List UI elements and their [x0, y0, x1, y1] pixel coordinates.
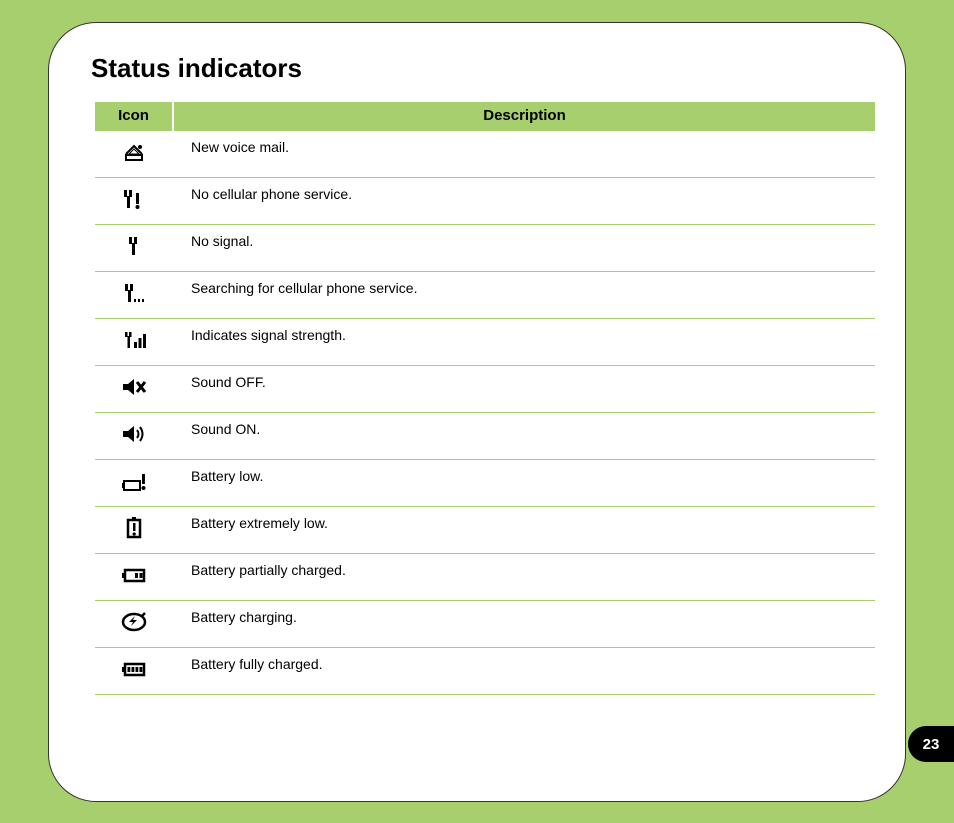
table-row: Searching for cellular phone service.: [95, 271, 875, 318]
voicemail-icon: [120, 140, 148, 164]
description-cell: Sound OFF.: [173, 365, 875, 412]
table-row: Sound ON.: [95, 412, 875, 459]
icon-cell: [95, 177, 173, 224]
description-cell: Sound ON.: [173, 412, 875, 459]
icon-cell: [95, 271, 173, 318]
icon-cell: [95, 506, 173, 553]
page-number: 23: [923, 736, 940, 753]
battery-low-icon: [120, 469, 148, 493]
table-row: Battery partially charged.: [95, 553, 875, 600]
table-header-row: Icon Description: [95, 102, 875, 130]
header-icon: Icon: [95, 102, 173, 130]
no-signal-icon: [120, 234, 148, 258]
description-cell: Indicates signal strength.: [173, 318, 875, 365]
table-row: No signal.: [95, 224, 875, 271]
description-cell: Battery low.: [173, 459, 875, 506]
battery-extremely-low-icon: [120, 516, 148, 540]
description-cell: Battery charging.: [173, 600, 875, 647]
sound-on-icon: [120, 422, 148, 446]
description-cell: Battery partially charged.: [173, 553, 875, 600]
sound-off-icon: [120, 375, 148, 399]
icon-cell: [95, 365, 173, 412]
table-row: No cellular phone service.: [95, 177, 875, 224]
description-cell: No signal.: [173, 224, 875, 271]
battery-partial-icon: [120, 563, 148, 587]
description-cell: No cellular phone service.: [173, 177, 875, 224]
icon-cell: [95, 600, 173, 647]
icon-cell: [95, 647, 173, 694]
battery-charging-icon: [120, 610, 148, 634]
page-card: Status indicators Icon Description New v…: [48, 22, 906, 802]
table-row: Battery low.: [95, 459, 875, 506]
description-cell: Searching for cellular phone service.: [173, 271, 875, 318]
icon-cell: [95, 459, 173, 506]
description-cell: Battery extremely low.: [173, 506, 875, 553]
searching-service-icon: [120, 281, 148, 305]
header-description: Description: [173, 102, 875, 130]
icon-cell: [95, 318, 173, 365]
battery-full-icon: [120, 657, 148, 681]
table-row: Sound OFF.: [95, 365, 875, 412]
icon-cell: [95, 130, 173, 177]
icon-cell: [95, 224, 173, 271]
table-row: Battery fully charged.: [95, 647, 875, 694]
status-indicators-table: Icon Description New voice mail.No cellu…: [95, 102, 875, 695]
no-service-icon: [120, 187, 148, 211]
table-row: New voice mail.: [95, 130, 875, 177]
page-title: Status indicators: [91, 53, 867, 84]
description-cell: Battery fully charged.: [173, 647, 875, 694]
icon-cell: [95, 412, 173, 459]
icon-cell: [95, 553, 173, 600]
description-cell: New voice mail.: [173, 130, 875, 177]
table-row: Indicates signal strength.: [95, 318, 875, 365]
table-row: Battery charging.: [95, 600, 875, 647]
signal-strength-icon: [120, 328, 148, 352]
table-row: Battery extremely low.: [95, 506, 875, 553]
page-number-tab: 23: [908, 726, 954, 762]
